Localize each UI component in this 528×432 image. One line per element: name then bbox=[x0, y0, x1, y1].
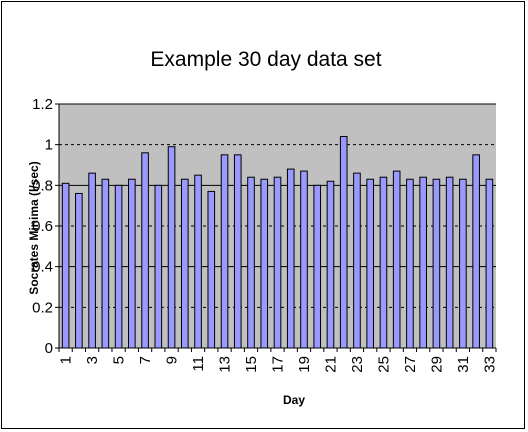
bar bbox=[75, 192, 83, 349]
bar bbox=[180, 178, 189, 349]
bar bbox=[207, 190, 216, 349]
x-tick-label: 7 bbox=[137, 356, 154, 364]
bar bbox=[286, 168, 295, 349]
bar bbox=[273, 176, 282, 349]
bar bbox=[154, 184, 163, 349]
x-tick-label: 31 bbox=[455, 356, 472, 373]
y-axis-label: Socrates Minima (l/sec) bbox=[27, 161, 41, 294]
bar bbox=[459, 178, 467, 349]
x-tick-label: 27 bbox=[402, 356, 419, 373]
bar bbox=[445, 176, 454, 349]
x-tick-label: 15 bbox=[243, 356, 260, 373]
bar bbox=[233, 154, 242, 349]
y-tick-label: 1.2 bbox=[32, 96, 53, 113]
bar bbox=[128, 178, 136, 349]
bar bbox=[167, 146, 176, 349]
bar bbox=[432, 178, 441, 349]
x-tick-label: 3 bbox=[84, 356, 101, 364]
x-tick-label: 11 bbox=[190, 356, 207, 372]
bar bbox=[260, 178, 269, 349]
plot-area: 00.20.40.60.811.21 3 5 7 9 11 13 15 17 19 21 23 25 27… bbox=[32, 96, 498, 373]
x-tick-label: 25 bbox=[375, 356, 392, 373]
bar bbox=[406, 178, 414, 349]
x-tick-label: 29 bbox=[428, 356, 445, 373]
bar bbox=[313, 184, 322, 349]
chart-title: Example 30 day data set bbox=[150, 48, 381, 71]
y-tick-label: 0.4 bbox=[32, 259, 53, 276]
x-tick-label: 17 bbox=[270, 356, 287, 373]
x-tick-label: 13 bbox=[217, 356, 234, 373]
x-axis-label: Day bbox=[283, 393, 305, 407]
x-tick-label: 23 bbox=[349, 356, 366, 373]
x-tick-label: 9 bbox=[164, 356, 181, 364]
bar bbox=[141, 152, 149, 349]
y-tick-label: 0.6 bbox=[32, 218, 53, 235]
bar bbox=[339, 136, 348, 349]
y-tick-label: 0.2 bbox=[32, 299, 53, 316]
bar bbox=[366, 178, 375, 349]
x-tick-label: 1 bbox=[58, 356, 75, 364]
x-tick-label: 5 bbox=[111, 356, 128, 364]
bar bbox=[472, 154, 480, 349]
y-tick-label: 0 bbox=[45, 340, 53, 357]
bar bbox=[353, 172, 361, 349]
bar bbox=[220, 154, 229, 349]
bar bbox=[194, 174, 202, 349]
bar bbox=[326, 180, 335, 349]
x-tick-label: 19 bbox=[296, 356, 313, 373]
bar bbox=[379, 176, 388, 349]
y-tick-label: 1 bbox=[45, 137, 53, 154]
bar bbox=[61, 182, 70, 349]
bar bbox=[485, 178, 494, 349]
bar bbox=[101, 178, 110, 349]
bar bbox=[114, 184, 123, 349]
bar bbox=[247, 176, 255, 349]
bar bbox=[88, 172, 96, 349]
bar bbox=[419, 176, 427, 349]
bar bbox=[300, 170, 308, 349]
x-tick-label: 33 bbox=[481, 356, 498, 373]
y-tick-label: 0.8 bbox=[32, 177, 53, 194]
bar bbox=[392, 170, 401, 349]
x-tick-label: 21 bbox=[322, 356, 339, 373]
